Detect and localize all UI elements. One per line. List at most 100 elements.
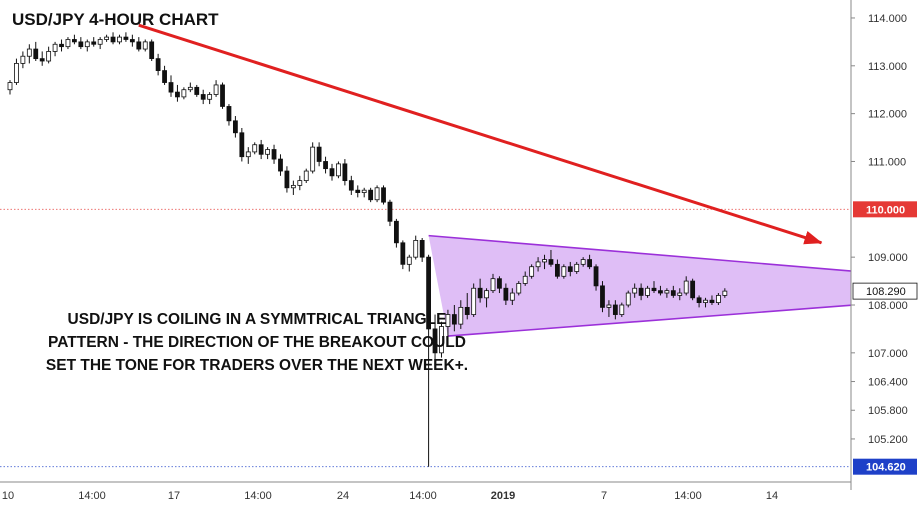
candle-body <box>175 91 180 98</box>
candle-body <box>600 285 605 308</box>
candle <box>97 37 103 50</box>
candle <box>509 288 515 305</box>
candle-body <box>290 184 296 189</box>
candle <box>645 285 650 298</box>
price-tag: 110.000 <box>853 201 917 218</box>
candle-body <box>149 41 155 60</box>
candle <box>123 32 129 42</box>
candle-body <box>117 36 122 43</box>
candle-body <box>258 144 264 155</box>
candle <box>574 261 580 274</box>
candle-body <box>400 242 406 265</box>
candle-body <box>664 290 670 294</box>
candle-body <box>187 86 193 91</box>
candle-body <box>670 290 676 296</box>
candle <box>207 92 213 105</box>
time-tick-label: 14 <box>766 490 778 502</box>
candle-body <box>535 261 541 268</box>
candle-body <box>587 259 592 268</box>
candle <box>445 309 451 339</box>
candle <box>297 175 303 191</box>
candle <box>690 278 696 301</box>
candle-body <box>310 146 316 172</box>
candle <box>220 82 225 109</box>
candle-body <box>555 263 560 277</box>
candle <box>439 321 444 358</box>
candle-body <box>7 82 13 91</box>
price-tag-label: 104.620 <box>866 462 906 474</box>
candle <box>239 127 245 162</box>
candle-body <box>413 240 419 258</box>
candle <box>342 159 348 186</box>
candle <box>323 156 328 174</box>
candle <box>490 273 496 294</box>
candle-body <box>303 170 309 182</box>
candle <box>39 51 45 66</box>
candle-body <box>497 278 502 289</box>
price-tick-label: 106.400 <box>868 377 908 389</box>
price-tick-label: 108.000 <box>868 300 908 312</box>
candle <box>136 37 142 52</box>
candle <box>265 147 271 160</box>
candle <box>529 264 535 279</box>
candle-body <box>155 58 161 71</box>
candle <box>258 139 264 160</box>
price-tick-label: 114.000 <box>868 13 907 25</box>
candle-body <box>361 189 367 193</box>
candle <box>155 53 161 76</box>
candle <box>245 147 251 164</box>
candle-body <box>232 120 238 134</box>
price-tag-box <box>853 201 917 218</box>
candle <box>716 293 721 305</box>
candle-body <box>226 106 232 122</box>
candle <box>194 84 200 97</box>
candle <box>516 281 522 296</box>
candle-body <box>451 314 457 325</box>
candle <box>406 254 412 272</box>
candle <box>104 34 109 42</box>
candle-body <box>39 58 45 62</box>
candle <box>619 302 625 317</box>
candle <box>33 41 39 62</box>
candle <box>696 295 702 308</box>
price-tag: 104.620 <box>853 458 917 475</box>
price-tag-box <box>853 458 917 475</box>
candle-body <box>638 287 644 296</box>
candle-body <box>445 314 451 327</box>
candle <box>348 175 354 195</box>
candle-body <box>110 36 116 43</box>
candle <box>213 80 219 97</box>
triangle-lower-line <box>447 301 886 337</box>
candle-body <box>645 287 650 296</box>
candle-body <box>271 149 277 160</box>
candle <box>46 46 52 64</box>
candle <box>271 144 277 164</box>
candle-body <box>84 41 90 48</box>
candle <box>413 235 419 260</box>
candle <box>497 276 502 294</box>
last-price-box <box>852 282 918 300</box>
candle <box>14 58 19 85</box>
candle-body <box>355 189 361 193</box>
downtrend-arrow <box>138 23 823 245</box>
candle-body <box>181 89 187 98</box>
candle <box>548 249 554 267</box>
price-tick-label: 111.000 <box>868 156 906 168</box>
candle <box>181 87 187 100</box>
candle-body <box>625 292 631 306</box>
candle <box>117 34 122 45</box>
candle <box>522 271 528 286</box>
annotation-line-3: SET THE TONE FOR TRADERS OVER THE NEXT W… <box>46 357 468 374</box>
candle-body <box>561 266 567 277</box>
time-tick-label: 7 <box>601 490 607 502</box>
candle-body <box>374 187 380 201</box>
candle <box>226 104 232 126</box>
candle-body <box>619 304 625 315</box>
candle <box>542 254 547 270</box>
candle-body <box>348 180 354 191</box>
candle <box>561 264 567 279</box>
candle-body <box>426 256 432 330</box>
candle <box>355 185 361 198</box>
candle <box>555 259 560 279</box>
time-tick-label: 10 <box>2 490 14 502</box>
